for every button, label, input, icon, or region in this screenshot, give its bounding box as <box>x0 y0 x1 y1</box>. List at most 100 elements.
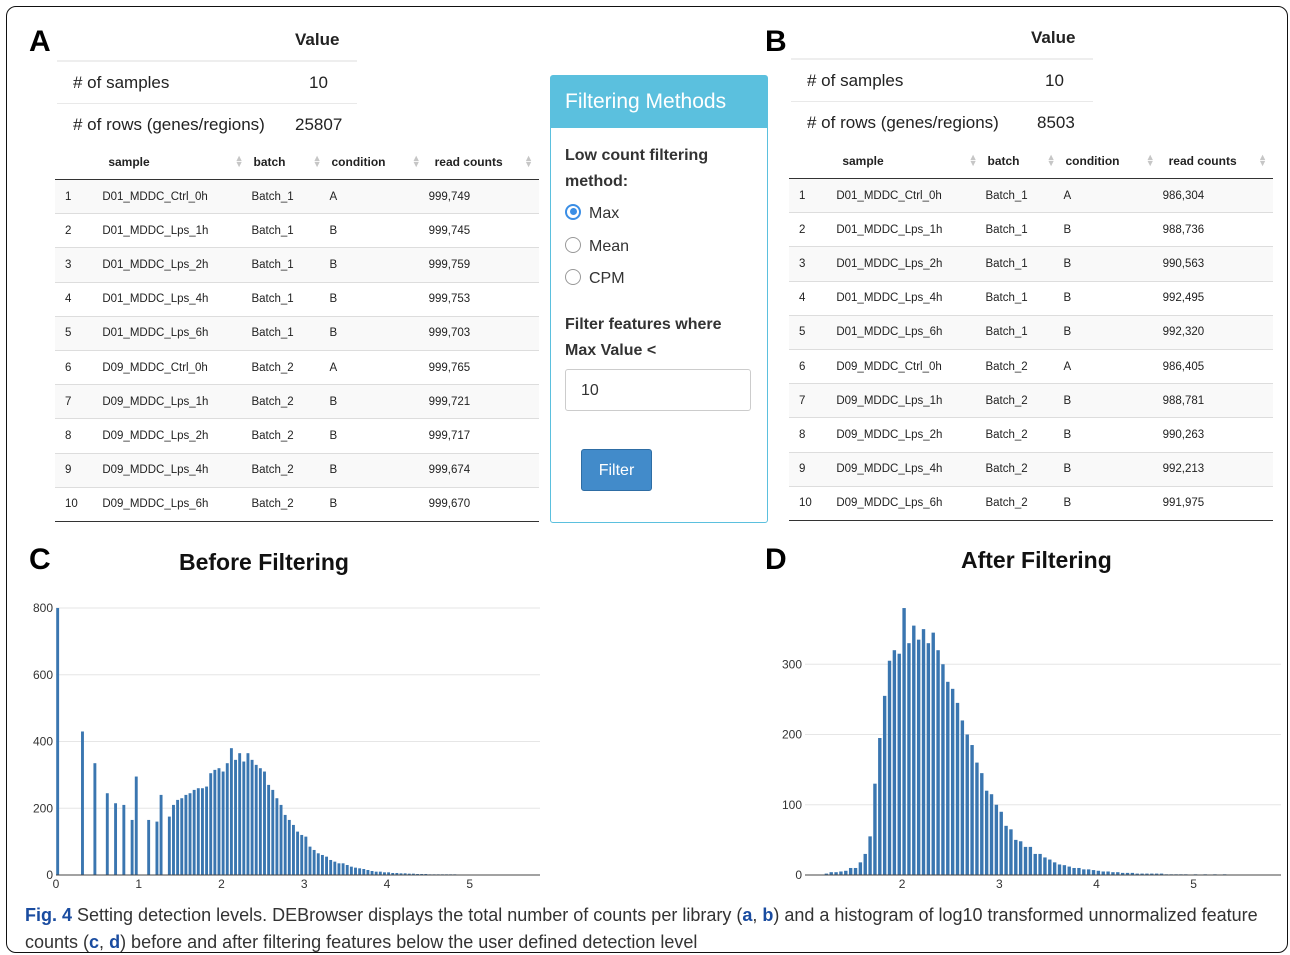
sort-arrows-icon[interactable]: ▲ ▼ <box>524 153 533 169</box>
histogram-bar <box>254 764 258 875</box>
sort-arrows-icon[interactable]: ▲ ▼ <box>234 153 244 169</box>
column-header-condition[interactable]: condition ▲ ▼ <box>1061 143 1161 179</box>
cell-condition: B <box>327 281 427 317</box>
row-index: 6 <box>789 348 835 384</box>
histogram-bar <box>250 759 254 875</box>
cell-sample: D01_MDDC_Ctrl_0h <box>834 177 984 213</box>
column-header-sample[interactable]: sample ▲ ▼ <box>834 143 984 179</box>
cell-read-counts: 999,749 <box>426 178 539 214</box>
histogram-bar <box>184 794 188 875</box>
column-header-label: condition <box>331 154 386 169</box>
sort-arrows-icon[interactable]: ▲ ▼ <box>312 153 322 169</box>
histogram-bar <box>378 871 382 875</box>
cell-read-counts: 999,765 <box>426 349 539 385</box>
histogram-bar <box>1033 853 1037 875</box>
radio-unchecked-icon[interactable] <box>565 268 581 285</box>
histogram-bar <box>1086 869 1091 875</box>
cell-batch: Batch_1 <box>249 247 328 283</box>
histogram-bar <box>200 788 204 875</box>
column-header-index <box>55 144 101 180</box>
radio-cpm[interactable]: CPM <box>565 268 625 293</box>
histogram-bar <box>868 836 872 875</box>
summary-value: 8503 <box>1037 113 1075 132</box>
histogram-bar <box>242 761 246 875</box>
histogram-bar <box>829 872 833 875</box>
histogram-bar <box>1096 870 1101 875</box>
histogram-bar <box>180 798 184 875</box>
radio-checked-icon[interactable] <box>565 203 581 220</box>
histogram-bar <box>358 868 362 875</box>
histogram-bar <box>320 854 324 875</box>
column-header-batch[interactable]: batch ▲ ▼ <box>249 144 328 180</box>
summary-row: # of rows (genes/regions) 25807 <box>57 104 357 145</box>
table-row: 10 D09_MDDC_Lps_6h Batch_2 B 991,975 <box>789 485 1273 521</box>
table-row: 9 D09_MDDC_Lps_4h Batch_2 B 992,213 <box>789 451 1273 487</box>
cell-condition: A <box>327 349 427 385</box>
row-index: 3 <box>55 247 101 283</box>
histogram-bar <box>424 873 428 875</box>
row-index: 10 <box>55 486 101 522</box>
cell-batch: Batch_1 <box>249 315 328 351</box>
filter-button[interactable]: Filter <box>581 449 652 491</box>
histogram-bar <box>176 799 180 875</box>
cell-batch: Batch_2 <box>983 348 1062 384</box>
histogram-bar <box>1150 873 1154 875</box>
cell-sample: D01_MDDC_Lps_4h <box>834 280 984 316</box>
summary-table-a: Value # of samples 10 # of rows (genes/r… <box>57 19 357 145</box>
threshold-label: Filter features where Max Value < <box>565 316 722 359</box>
histogram-bar <box>975 762 979 875</box>
panel-letter-d: D <box>765 543 787 576</box>
histogram-bar <box>229 748 233 875</box>
column-header-read-counts[interactable]: read counts ▲ ▼ <box>1160 143 1273 179</box>
cell-batch: Batch_1 <box>249 281 328 317</box>
row-index: 7 <box>55 384 101 419</box>
sort-arrows-icon[interactable]: ▲ ▼ <box>1258 152 1267 168</box>
column-header-read-counts[interactable]: read counts ▲ ▼ <box>426 144 539 180</box>
column-header-condition[interactable]: condition ▲ ▼ <box>327 144 427 180</box>
column-header-batch[interactable]: batch ▲ ▼ <box>983 143 1062 179</box>
cell-condition: B <box>1061 246 1161 282</box>
histogram-bar <box>308 846 312 875</box>
histogram-bar <box>312 849 316 875</box>
caption-text: , <box>99 932 110 952</box>
x-tick-label: 4 <box>1093 877 1100 891</box>
cell-batch: Batch_1 <box>983 314 1062 350</box>
cell-batch: Batch_2 <box>983 485 1062 521</box>
cell-batch: Batch_2 <box>249 486 328 522</box>
histogram-bar <box>839 871 843 875</box>
histogram-bar <box>980 773 984 875</box>
cell-read-counts: 986,405 <box>1160 348 1273 384</box>
table-row: 2 D01_MDDC_Lps_1h Batch_1 B 999,745 <box>55 213 539 248</box>
row-index: 9 <box>55 452 101 488</box>
sort-arrows-icon[interactable]: ▲ ▼ <box>411 153 421 169</box>
cell-read-counts: 999,759 <box>426 247 539 283</box>
y-tick-label: 0 <box>795 868 802 882</box>
radio-max[interactable]: Max <box>565 203 619 228</box>
sort-arrows-icon[interactable]: ▲ ▼ <box>968 152 978 168</box>
threshold-input[interactable]: 10 <box>565 369 751 411</box>
table-row: 1 D01_MDDC_Ctrl_0h Batch_1 A 986,304 <box>789 177 1273 213</box>
histogram-bar <box>1082 869 1086 875</box>
sort-arrows-icon[interactable]: ▲ ▼ <box>1145 152 1155 168</box>
histogram-bar <box>955 702 960 875</box>
cell-sample: D01_MDDC_Lps_6h <box>100 315 250 351</box>
samples-table-a: sample ▲ ▼ batch ▲ ▼ condition ▲ ▼ read counts ▲ ▼ … <box>55 144 539 522</box>
cell-read-counts: 990,263 <box>1160 417 1273 452</box>
radio-label: Mean <box>589 238 630 255</box>
histogram-bar <box>887 660 892 875</box>
histogram-bar <box>853 867 858 875</box>
table-row: 3 D01_MDDC_Lps_2h Batch_1 B 999,759 <box>55 247 539 283</box>
radio-unchecked-icon[interactable] <box>565 236 581 253</box>
table-row: 8 D09_MDDC_Lps_2h Batch_2 B 990,263 <box>789 417 1273 452</box>
cell-sample: D09_MDDC_Ctrl_0h <box>834 348 984 384</box>
caption-text: ) and a histogram of log10 transformed u… <box>25 905 1258 952</box>
column-header-sample[interactable]: sample ▲ ▼ <box>100 144 250 180</box>
sort-arrows-icon[interactable]: ▲ ▼ <box>1046 152 1056 168</box>
cell-read-counts: 986,304 <box>1160 177 1273 213</box>
table-row: 6 D09_MDDC_Ctrl_0h Batch_2 A 999,765 <box>55 349 539 385</box>
radio-mean[interactable]: Mean <box>565 236 630 261</box>
histogram-bar <box>337 863 341 875</box>
histogram-after-filtering: 0 100 200 300 2 3 4 5 <box>782 608 1281 891</box>
histogram-bar <box>1120 872 1125 875</box>
cell-batch: Batch_2 <box>249 349 328 385</box>
